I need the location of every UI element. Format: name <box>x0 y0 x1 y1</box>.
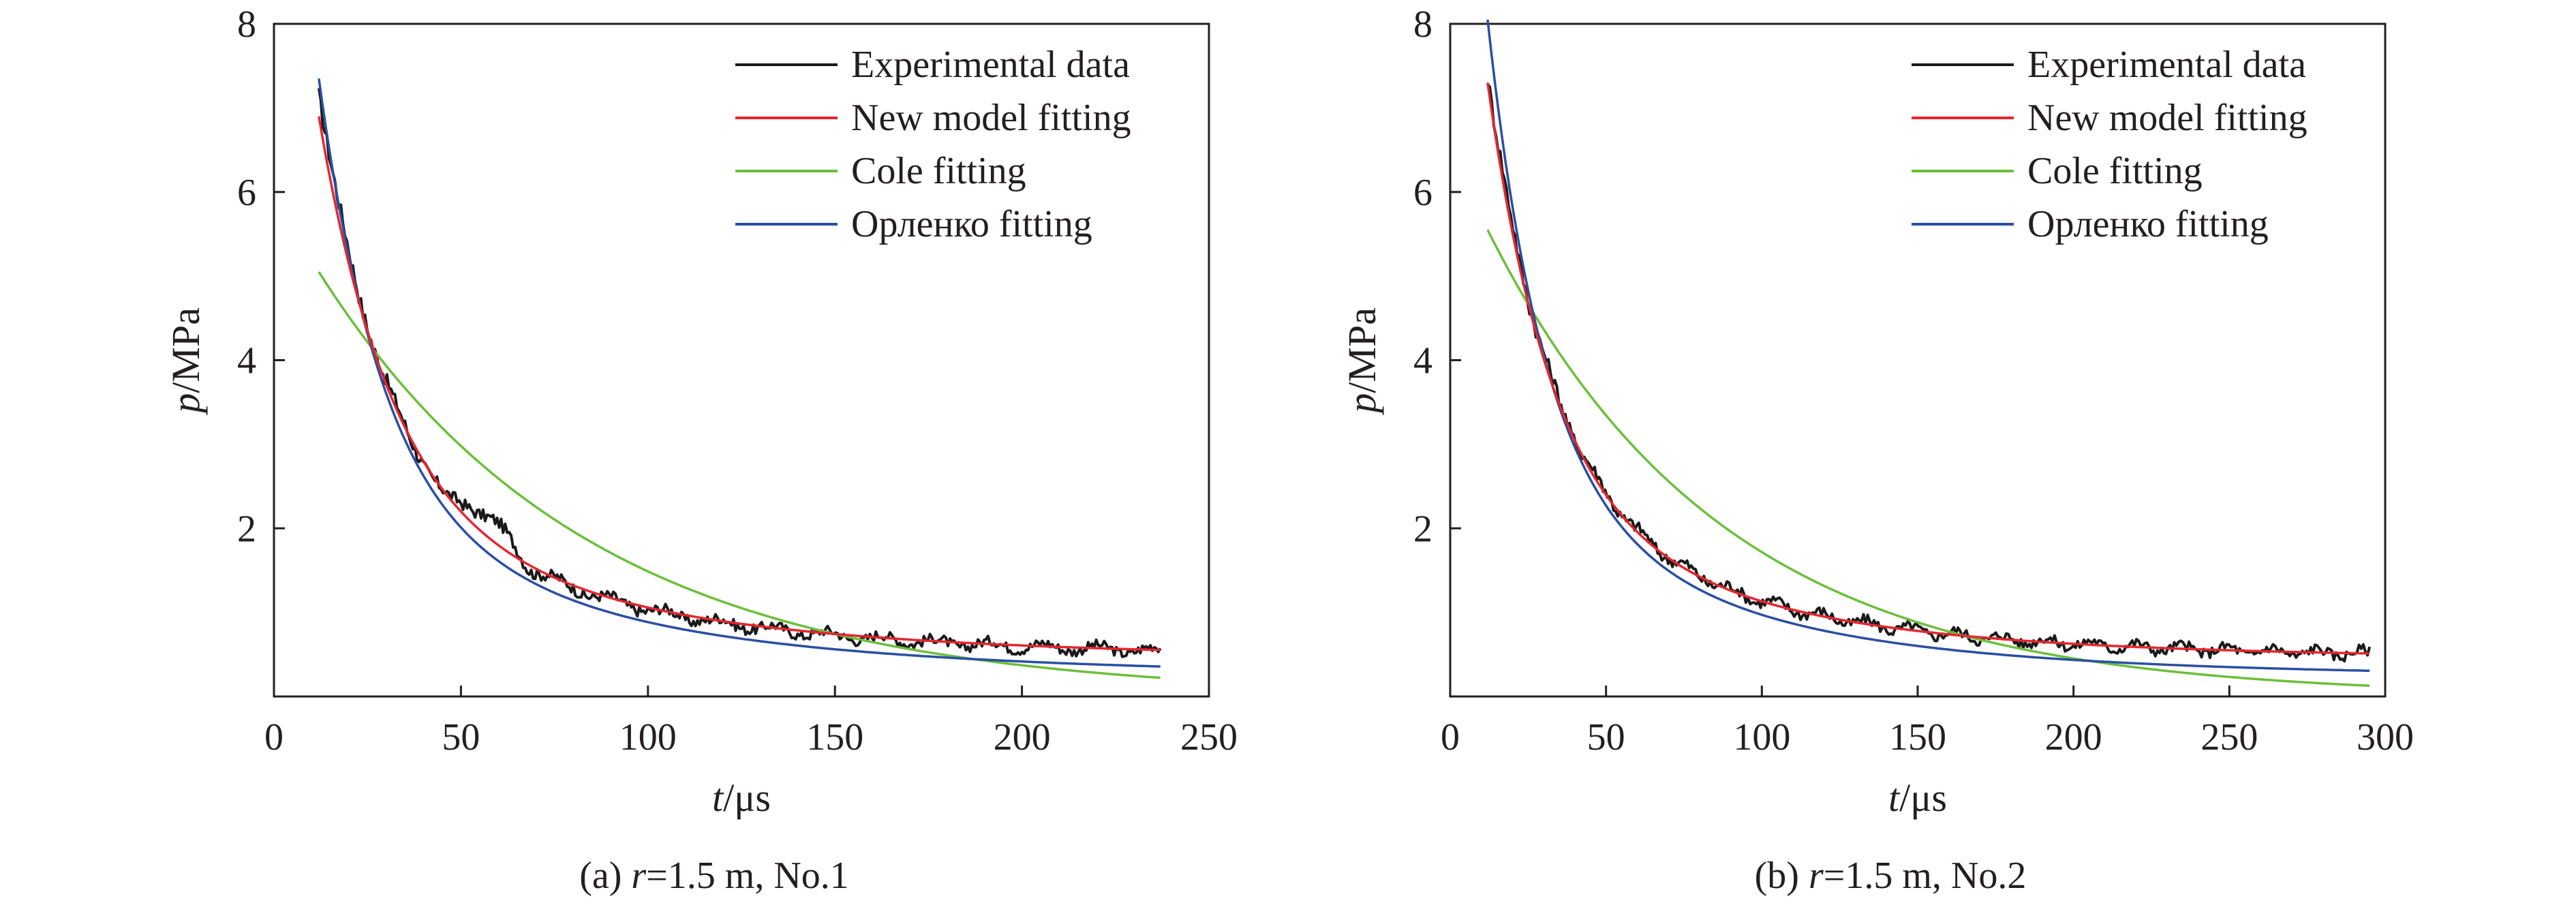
legend-label: New model fitting <box>2027 97 2307 139</box>
caption-variable: r <box>1809 855 1824 897</box>
x-tick-label: 0 <box>264 716 283 758</box>
panel-caption: (a) r=1.5 m, No.1 <box>579 855 849 897</box>
chart-panel-a: 0 50 100 150 200 250 2 4 6 8 t/μs p/MPa (a) r=1.5 m,… <box>164 3 1238 897</box>
caption-variable: r <box>631 855 646 897</box>
x-tick-label: 100 <box>619 716 677 758</box>
series-line-cole <box>318 271 1161 679</box>
y-axis-title: p/MPa <box>164 307 208 416</box>
y-tick-label: 6 <box>237 172 256 214</box>
x-axis-unit: /μs <box>1899 776 1947 820</box>
y-axis-variable: p <box>164 393 208 416</box>
caption-rest: =1.5 m, No.1 <box>646 855 849 897</box>
legend-label: Cole fitting <box>2027 150 2203 192</box>
legend-label: Experimental data <box>2027 44 2306 86</box>
x-tick-label: 50 <box>442 716 480 758</box>
y-tick-label: 8 <box>237 3 256 46</box>
panel-caption: (b) r=1.5 m, No.2 <box>1755 855 2027 897</box>
x-tick-label: 250 <box>1180 716 1238 758</box>
y-tick-label: 6 <box>1413 172 1432 214</box>
y-axis-unit: /MPa <box>1340 307 1384 393</box>
y-tick-label: 4 <box>237 340 256 382</box>
legend-label: Cole fitting <box>851 150 1026 192</box>
x-axis-variable: t <box>712 776 724 820</box>
y-tick-label: 8 <box>1413 3 1432 46</box>
series-line-experimental <box>317 88 1162 658</box>
x-axis-variable: t <box>1888 776 1901 820</box>
x-tick-label: 200 <box>2045 716 2102 758</box>
x-tick-label: 100 <box>1733 716 1790 758</box>
series-line-orlenko <box>318 78 1161 668</box>
x-axis-title: t/μs <box>712 776 771 820</box>
x-axis-title: t/μs <box>1888 776 1947 820</box>
legend-label: Орленко fitting <box>851 203 1092 245</box>
y-axis-title: p/MPa <box>1340 307 1384 416</box>
x-tick-label: 250 <box>2201 716 2258 758</box>
y-axis-unit: /MPa <box>164 307 208 393</box>
y-tick-label: 4 <box>1413 340 1432 382</box>
caption-rest: =1.5 m, No.2 <box>1824 855 2027 897</box>
legend-label: Орленко fitting <box>2027 203 2269 245</box>
series-line-orlenko <box>1486 19 2370 673</box>
y-tick-label: 2 <box>1413 508 1432 550</box>
caption-prefix: (b) <box>1755 855 1809 897</box>
caption-prefix: (a) <box>579 855 631 897</box>
x-tick-label: 300 <box>2357 716 2414 758</box>
x-tick-label: 200 <box>994 716 1051 758</box>
series-line-cole <box>1486 229 2370 688</box>
series-line-new-model <box>318 116 1161 651</box>
x-tick-label: 150 <box>806 716 863 758</box>
series-line-new-model <box>1486 82 2370 655</box>
y-tick-label: 2 <box>237 508 256 550</box>
x-tick-label: 0 <box>1441 716 1460 758</box>
legend-label: New model fitting <box>851 97 1131 139</box>
x-tick-label: 150 <box>1889 716 1946 758</box>
legend-label: Experimental data <box>851 44 1130 86</box>
x-axis-unit: /μs <box>723 776 771 820</box>
x-tick-label: 50 <box>1587 716 1625 758</box>
chart-panel-b: 0 50 100 150 200 250 300 2 4 6 8 t/μs p/MPa (b) r=1.5… <box>1340 3 2414 897</box>
y-axis-variable: p <box>1340 393 1384 416</box>
